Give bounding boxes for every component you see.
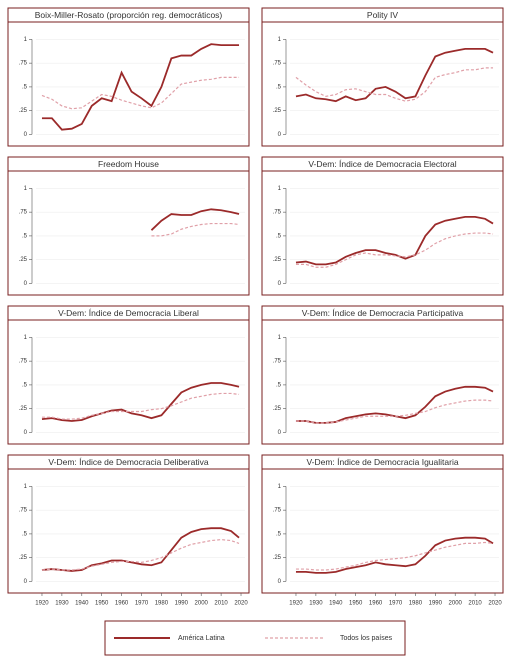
panel-title: Freedom House [98,159,159,169]
series-line [41,538,240,571]
panel-title-bar [7,454,250,470]
x-tick-label: 1940 [75,601,89,607]
y-tick-label: 1 [278,186,282,192]
series-line [295,536,494,574]
panel-title-bar [7,305,250,321]
y-tick-label: .75 [19,61,28,67]
panel-title-bar [261,156,504,172]
x-tick-label: 2000 [195,601,209,607]
y-tick-label: .5 [276,233,282,239]
panel-title: V-Dem: Índice de Democracia Igualitaria [306,457,458,467]
y-tick-label: .5 [22,382,28,388]
series-line [41,382,240,422]
y-tick-label: 1 [24,186,28,192]
panel-title: Boix-Miller-Rosato (proporción reg. demo… [35,10,223,20]
panel-title-bar [261,7,504,23]
x-tick-label: 1940 [329,601,343,607]
y-tick-label: .5 [22,233,28,239]
y-tick-label: .25 [273,108,282,114]
y-tick-label: .25 [273,257,282,263]
x-tick-label: 2020 [488,601,502,607]
x-tick-label: 1960 [115,601,129,607]
legend-label: Todos los países [340,635,393,642]
panel-title: V-Dem: Índice de Democracia Electoral [308,159,456,169]
x-tick-label: 1980 [155,601,169,607]
x-tick-label: 2000 [449,601,463,607]
panel-title: V-Dem: Índice de Democracia Deliberativa [48,457,208,467]
x-tick-label: 1950 [349,601,363,607]
y-tick-label: .5 [22,531,28,537]
y-tick-label: 0 [24,579,28,585]
y-tick-label: .25 [273,406,282,412]
x-tick-label: 1980 [409,601,423,607]
panel-title: V-Dem: Índice de Democracia Participativ… [302,308,464,318]
series-line [295,541,494,571]
x-tick-label: 1960 [369,601,383,607]
y-tick-label: .5 [276,531,282,537]
series-line [295,48,494,103]
x-tick-label: 1950 [95,601,109,607]
y-tick-label: 0 [278,579,282,585]
y-tick-label: .75 [273,508,282,514]
x-tick-label: 2010 [468,601,482,607]
panel-title-bar [261,454,504,470]
y-tick-label: .75 [273,359,282,365]
y-tick-label: .5 [276,382,282,388]
series-line [41,527,240,572]
panel-title-bar [261,305,504,321]
x-tick-label: 1970 [389,601,403,607]
series-line [295,67,494,102]
x-tick-label: 1990 [429,601,443,607]
x-tick-label: 1990 [175,601,189,607]
series-line [41,76,240,110]
y-tick-label: .75 [273,210,282,216]
panel-title: V-Dem: Índice de Democracia Liberal [58,308,199,318]
y-tick-label: 0 [278,132,282,138]
y-tick-label: 0 [278,281,282,287]
y-tick-label: 0 [24,430,28,436]
legend-box [104,620,406,656]
series-line [295,216,494,266]
y-tick-label: .25 [19,406,28,412]
y-tick-label: .25 [19,108,28,114]
x-tick-label: 1970 [135,601,149,607]
series-line [41,392,240,420]
series-line [295,232,494,268]
y-tick-label: .75 [19,508,28,514]
x-tick-label: 1920 [289,601,303,607]
y-tick-label: 1 [24,484,28,490]
y-tick-label: .75 [19,210,28,216]
series-line [295,399,494,424]
y-tick-label: 1 [24,335,28,341]
x-tick-label: 2020 [234,601,248,607]
y-tick-label: .5 [276,84,282,90]
y-tick-label: 1 [278,484,282,490]
y-tick-label: 0 [24,132,28,138]
y-tick-label: .75 [273,61,282,67]
x-tick-label: 2010 [214,601,228,607]
y-tick-label: 0 [278,430,282,436]
x-tick-label: 1930 [55,601,69,607]
y-tick-label: .5 [22,84,28,90]
y-tick-label: .75 [19,359,28,365]
series-line [150,208,240,231]
y-tick-label: .25 [19,257,28,263]
x-tick-label: 1920 [35,601,49,607]
y-tick-label: .25 [19,555,28,561]
x-tick-label: 1930 [309,601,323,607]
y-tick-label: .25 [273,555,282,561]
legend-label: América Latina [178,635,225,642]
panel-title-bar [7,156,250,172]
y-tick-label: 1 [278,37,282,43]
y-tick-label: 1 [24,37,28,43]
series-line [151,222,240,237]
y-tick-label: 1 [278,335,282,341]
panel-title-bar [7,7,250,23]
series-line [41,43,240,131]
panel-title: Polity IV [367,10,399,20]
y-tick-label: 0 [24,281,28,287]
